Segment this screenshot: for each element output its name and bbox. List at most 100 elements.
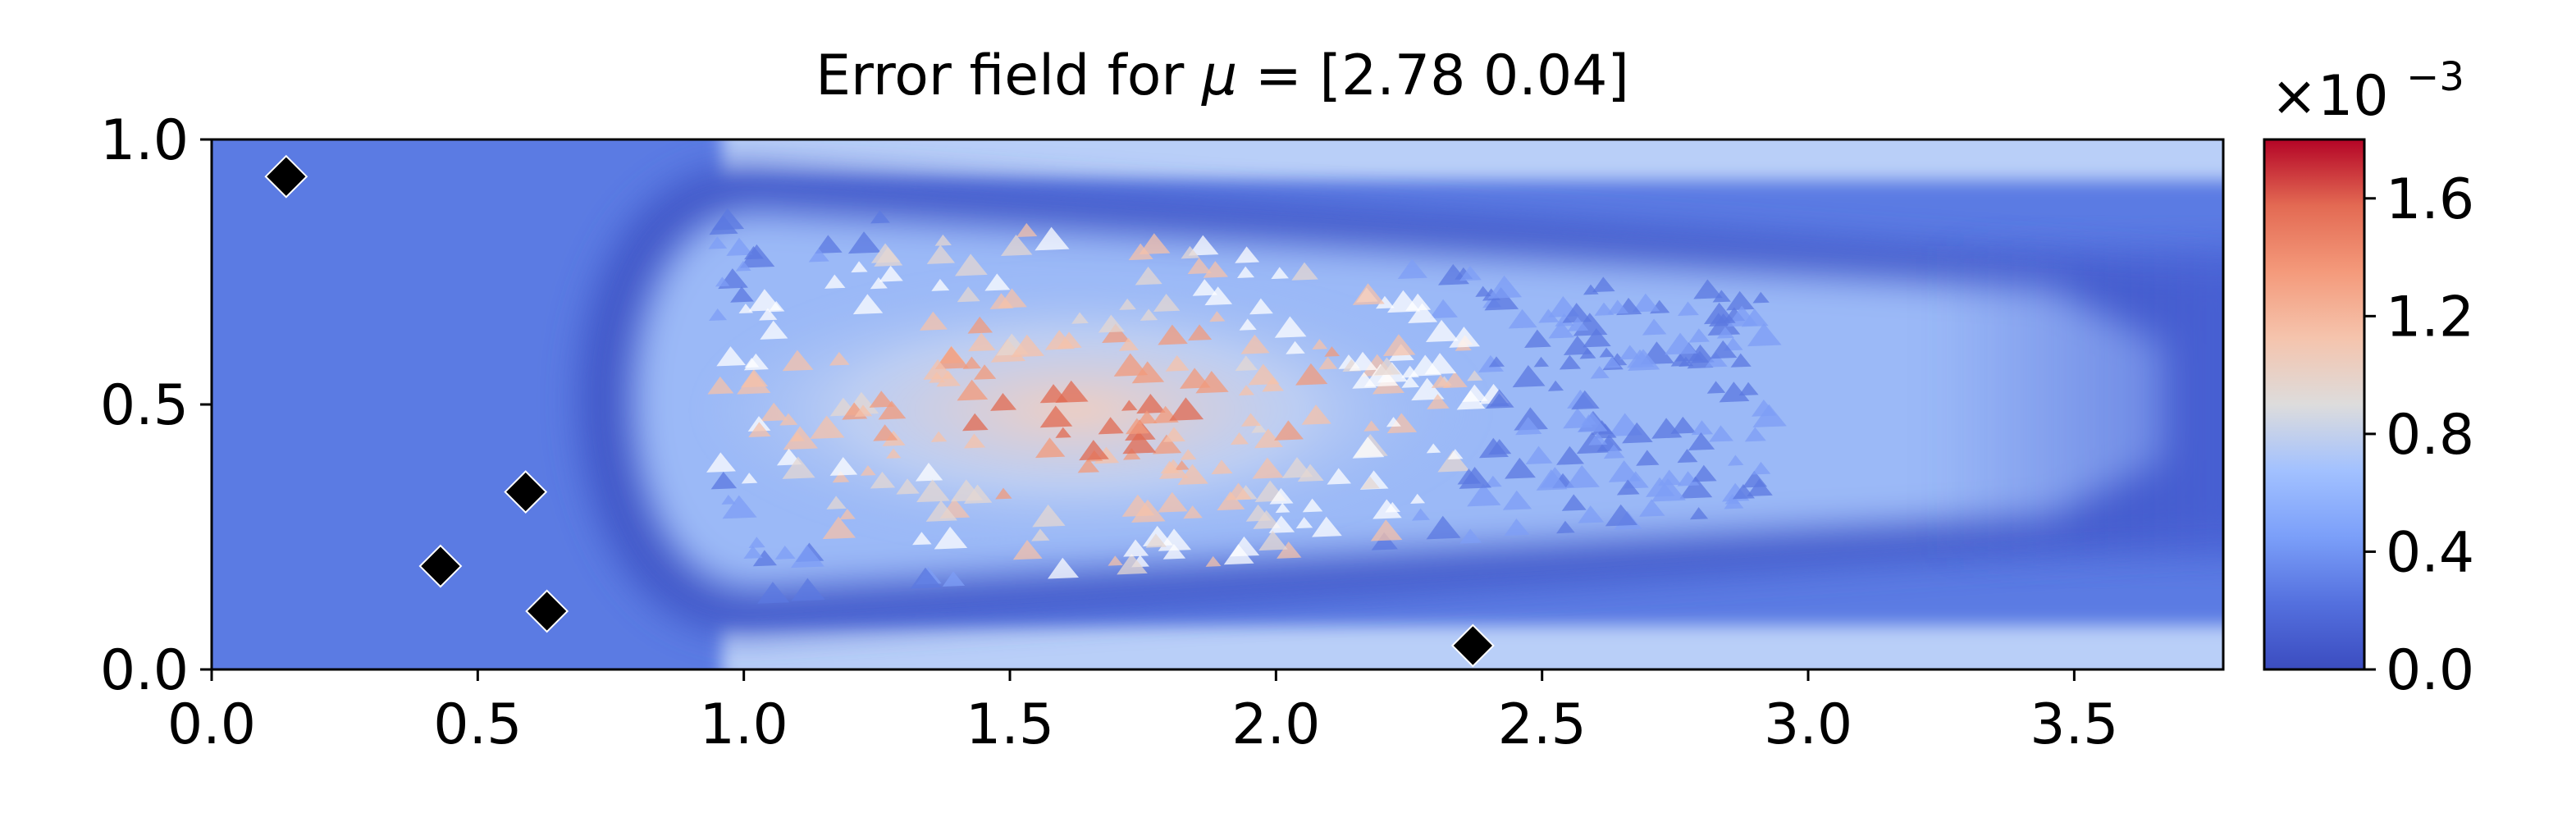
speckle xyxy=(925,500,957,522)
speckle xyxy=(1254,428,1284,449)
speckle xyxy=(1693,279,1723,299)
speckle xyxy=(822,516,856,540)
speckle xyxy=(791,578,825,601)
speckle xyxy=(1209,311,1226,322)
speckle xyxy=(752,550,778,567)
speckle xyxy=(1449,327,1481,348)
speckle xyxy=(989,293,1014,309)
speckle xyxy=(743,353,769,371)
speckle xyxy=(748,422,771,437)
colorbar-ticks: 0.0 0.4 0.8 1.2 1.6 xyxy=(2364,167,2474,703)
chart-title-symbol: μ xyxy=(1201,43,1237,108)
speckle xyxy=(1386,417,1401,427)
speckle xyxy=(852,294,884,315)
speckle xyxy=(851,261,868,273)
speckle xyxy=(824,274,846,289)
speckle xyxy=(962,413,989,432)
speckle xyxy=(1467,483,1501,507)
speckle xyxy=(774,546,796,560)
speckle xyxy=(710,471,738,490)
speckle xyxy=(1747,478,1773,497)
speckle xyxy=(973,364,997,380)
speckle xyxy=(1032,504,1066,528)
speckle xyxy=(1286,340,1305,354)
speckle xyxy=(1657,469,1682,486)
speckle xyxy=(748,537,765,548)
speckle xyxy=(1636,450,1660,466)
speckle xyxy=(1747,322,1782,347)
speckle xyxy=(1622,422,1653,444)
speckle xyxy=(1165,354,1190,372)
speckle xyxy=(1716,327,1734,339)
speckle xyxy=(1502,490,1532,510)
y-tick-label: 0.5 xyxy=(100,373,189,438)
speckle xyxy=(707,376,734,395)
speckle xyxy=(1744,427,1766,442)
speckle xyxy=(1524,329,1551,348)
speckle xyxy=(936,370,961,387)
speckle xyxy=(1752,291,1770,304)
speckle xyxy=(1226,482,1252,500)
colorbar-multiplier-exp: −3 xyxy=(2406,54,2464,100)
speckle xyxy=(1183,505,1203,519)
speckle xyxy=(967,316,993,334)
speckle xyxy=(1752,399,1777,417)
y-axis: 0.0 0.5 1.0 xyxy=(100,108,212,703)
speckle xyxy=(744,246,764,260)
speckle xyxy=(962,356,982,369)
speckle xyxy=(1410,493,1426,504)
speckle xyxy=(815,235,843,254)
speckle xyxy=(1401,365,1419,378)
speckle xyxy=(1373,357,1401,376)
speckle xyxy=(1363,420,1380,432)
speckle xyxy=(709,308,728,322)
speckle xyxy=(1401,376,1420,388)
speckle xyxy=(1139,233,1171,255)
speckle xyxy=(1177,464,1208,486)
speckle xyxy=(1268,515,1295,533)
speckle xyxy=(1248,363,1280,386)
speckle xyxy=(782,349,814,372)
speckle xyxy=(1692,464,1717,482)
speckle xyxy=(1646,477,1675,497)
speckle xyxy=(790,545,824,569)
speckle xyxy=(1387,290,1421,313)
marker-point xyxy=(525,589,569,633)
speckle xyxy=(1490,393,1510,407)
sensor-markers xyxy=(264,154,1495,668)
speckle xyxy=(1203,261,1229,278)
speckle xyxy=(1447,449,1464,460)
speckle xyxy=(1102,323,1130,344)
speckle xyxy=(934,234,952,246)
speckle xyxy=(1563,408,1593,429)
speckle xyxy=(1484,287,1519,311)
speckle xyxy=(1174,460,1190,471)
speckle xyxy=(963,433,986,449)
speckle xyxy=(1442,371,1468,389)
speckle xyxy=(1031,528,1050,541)
speckle xyxy=(1295,517,1313,529)
speckle xyxy=(1548,321,1574,339)
speckle xyxy=(1505,457,1536,479)
speckle xyxy=(1240,334,1270,354)
speckle xyxy=(1249,298,1273,315)
speckle xyxy=(1456,390,1486,410)
speckle xyxy=(1274,420,1304,441)
speckle xyxy=(1590,366,1610,379)
speckle xyxy=(1162,427,1185,442)
speckle xyxy=(1411,508,1431,521)
colorbar-tick-label: 0.8 xyxy=(2386,403,2474,468)
speckle xyxy=(1515,417,1542,436)
speckle xyxy=(1205,555,1222,567)
speckle xyxy=(1352,283,1385,305)
speckle xyxy=(1670,353,1690,367)
speckle xyxy=(1370,519,1403,541)
speckle xyxy=(1291,262,1318,281)
speckle xyxy=(1484,475,1502,487)
speckle xyxy=(1719,381,1750,403)
speckle xyxy=(1140,308,1158,321)
speckle xyxy=(1741,308,1769,327)
speckle xyxy=(1705,352,1728,368)
speckle xyxy=(1327,468,1352,485)
speckle xyxy=(926,244,956,264)
